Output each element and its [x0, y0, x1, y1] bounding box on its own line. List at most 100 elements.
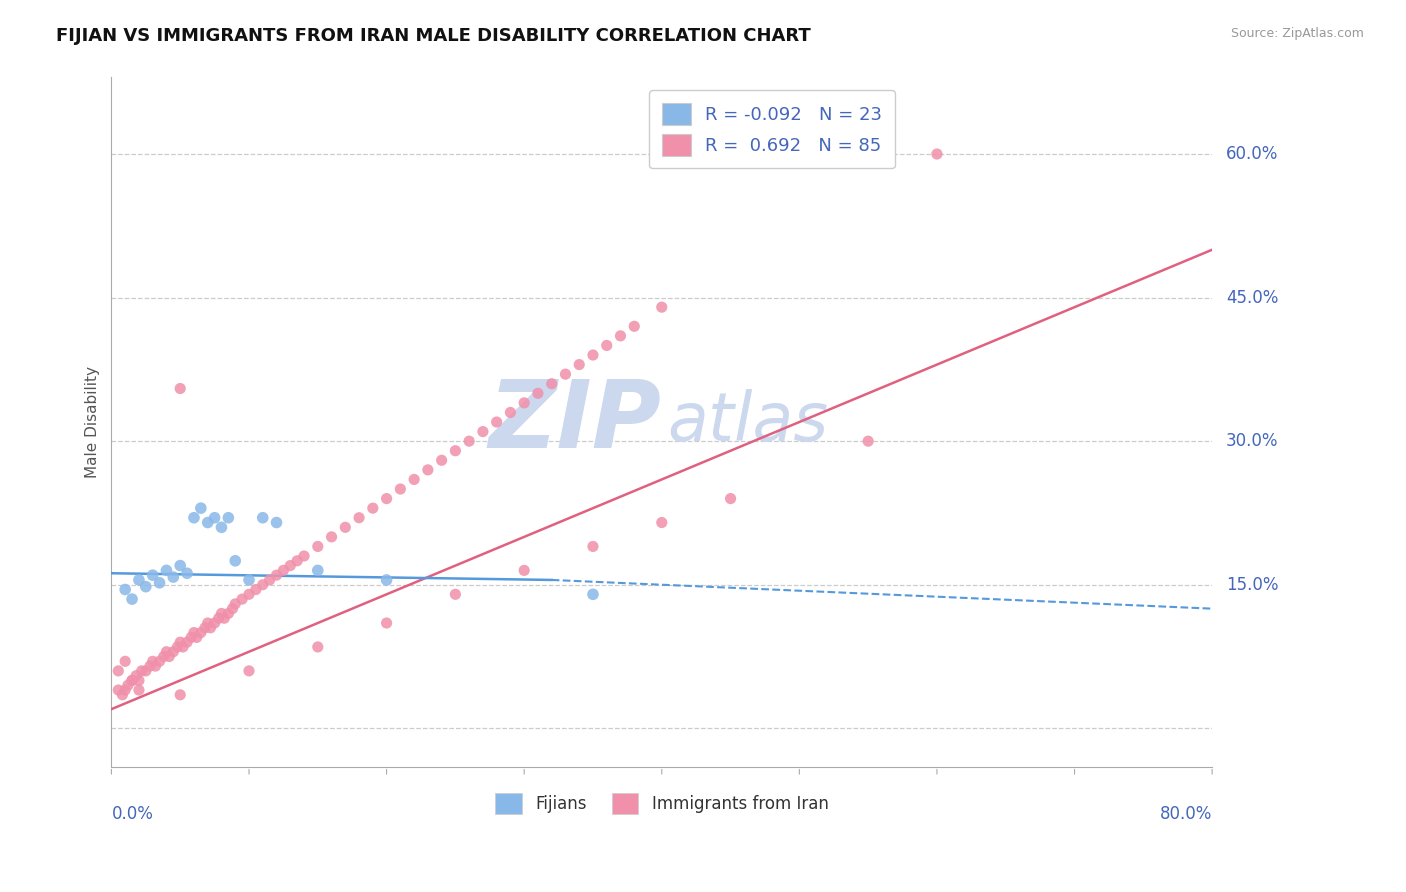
Point	[217, 510, 239, 524]
Point	[111, 688, 134, 702]
Point	[162, 645, 184, 659]
Text: atlas: atlas	[668, 389, 828, 455]
Point	[155, 563, 177, 577]
Point	[651, 300, 673, 314]
Point	[347, 510, 370, 524]
Point	[107, 683, 129, 698]
Point	[148, 654, 170, 668]
Point	[582, 348, 605, 362]
Point	[135, 580, 157, 594]
Legend: Fijians, Immigrants from Iran: Fijians, Immigrants from Iran	[488, 787, 835, 821]
Point	[131, 664, 153, 678]
Y-axis label: Male Disability: Male Disability	[86, 366, 100, 478]
Point	[212, 611, 235, 625]
Point	[172, 640, 194, 654]
Point	[292, 549, 315, 563]
Point	[121, 673, 143, 688]
Point	[176, 635, 198, 649]
Point	[221, 601, 243, 615]
Point	[458, 434, 481, 449]
Point	[623, 319, 645, 334]
Text: 80.0%: 80.0%	[1160, 805, 1212, 823]
Text: ZIP: ZIP	[489, 376, 662, 468]
Point	[194, 621, 217, 635]
Point	[389, 482, 412, 496]
Point	[513, 563, 536, 577]
Point	[121, 673, 143, 688]
Point	[208, 611, 231, 625]
Point	[128, 683, 150, 698]
Point	[224, 554, 246, 568]
Point	[444, 443, 467, 458]
Point	[307, 540, 329, 554]
Point	[224, 597, 246, 611]
Point	[145, 659, 167, 673]
Point	[197, 615, 219, 630]
Point	[183, 625, 205, 640]
Point	[204, 615, 226, 630]
Point	[186, 631, 208, 645]
Text: FIJIAN VS IMMIGRANTS FROM IRAN MALE DISABILITY CORRELATION CHART: FIJIAN VS IMMIGRANTS FROM IRAN MALE DISA…	[56, 27, 811, 45]
Point	[135, 664, 157, 678]
Point	[335, 520, 357, 534]
Point	[582, 587, 605, 601]
Point	[856, 434, 879, 449]
Point	[155, 645, 177, 659]
Point	[238, 664, 260, 678]
Point	[252, 510, 274, 524]
Point	[245, 582, 267, 597]
Point	[499, 405, 522, 419]
Point	[176, 566, 198, 581]
Point	[471, 425, 494, 439]
Point	[114, 582, 136, 597]
Point	[321, 530, 343, 544]
Text: 60.0%: 60.0%	[1226, 145, 1278, 163]
Point	[430, 453, 453, 467]
Point	[142, 654, 165, 668]
Point	[117, 678, 139, 692]
Point	[609, 329, 631, 343]
Point	[252, 578, 274, 592]
Point	[204, 510, 226, 524]
Text: 30.0%: 30.0%	[1226, 432, 1278, 450]
Point	[180, 631, 202, 645]
Point	[513, 396, 536, 410]
Text: Source: ZipAtlas.com: Source: ZipAtlas.com	[1230, 27, 1364, 40]
Point	[582, 540, 605, 554]
Point	[197, 516, 219, 530]
Point	[651, 516, 673, 530]
Point	[190, 501, 212, 516]
Point	[273, 563, 295, 577]
Point	[142, 568, 165, 582]
Point	[169, 558, 191, 573]
Point	[375, 615, 398, 630]
Point	[128, 573, 150, 587]
Point	[361, 501, 384, 516]
Point	[266, 516, 288, 530]
Point	[166, 640, 188, 654]
Point	[139, 659, 162, 673]
Point	[307, 563, 329, 577]
Point	[596, 338, 619, 352]
Point	[554, 367, 576, 381]
Point	[183, 510, 205, 524]
Point	[200, 621, 222, 635]
Point	[444, 587, 467, 601]
Point	[259, 573, 281, 587]
Point	[720, 491, 742, 506]
Point	[307, 640, 329, 654]
Point	[540, 376, 562, 391]
Point	[238, 573, 260, 587]
Text: 45.0%: 45.0%	[1226, 289, 1278, 307]
Point	[404, 472, 426, 486]
Point	[527, 386, 550, 401]
Point	[231, 592, 253, 607]
Point	[375, 573, 398, 587]
Point	[114, 683, 136, 698]
Point	[114, 654, 136, 668]
Point	[169, 382, 191, 396]
Point	[217, 607, 239, 621]
Point	[416, 463, 439, 477]
Point	[285, 554, 308, 568]
Point	[278, 558, 301, 573]
